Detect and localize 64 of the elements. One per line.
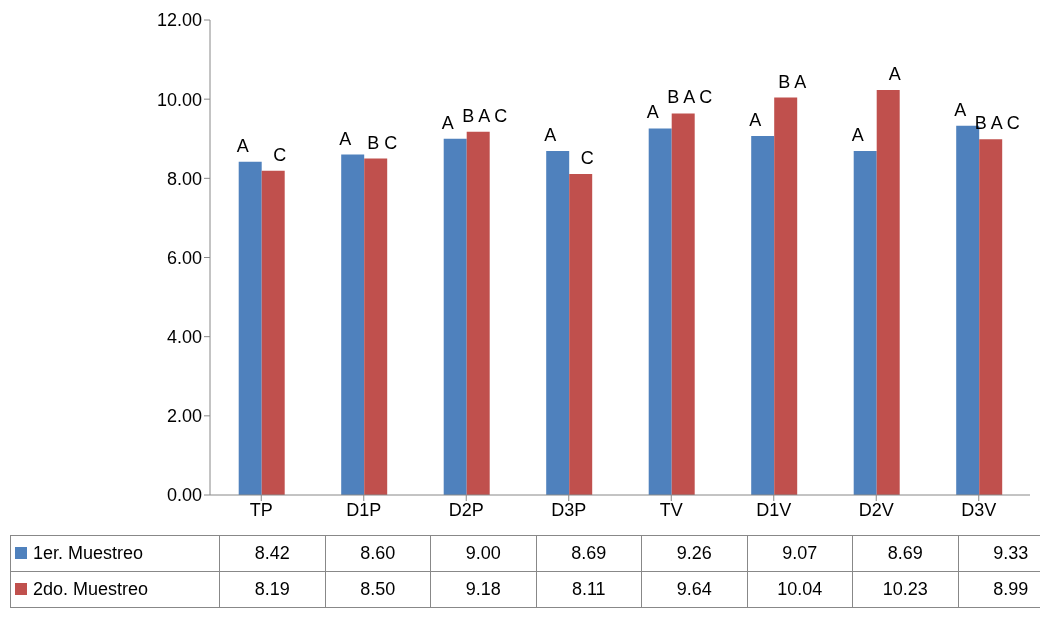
data-label: 9.07 (747, 535, 853, 572)
bar (751, 135, 775, 495)
bar (569, 173, 593, 495)
x-tick-label: D3P (551, 499, 587, 520)
annotation: A (339, 128, 352, 149)
bar (546, 151, 570, 495)
data-label: 8.11 (536, 571, 642, 608)
annotation: B C (367, 132, 398, 153)
x-tick-label: D3V (961, 499, 997, 520)
bar (853, 151, 877, 495)
x-tick-label: D2P (448, 499, 484, 520)
y-tick-label: 10.00 (156, 89, 202, 110)
bar (774, 97, 798, 495)
data-label: 10.23 (852, 571, 958, 608)
data-label: 8.99 (958, 571, 1040, 608)
annotation: A (888, 64, 901, 85)
bar (238, 161, 262, 495)
data-label: 8.19 (219, 571, 325, 608)
data-label: 9.26 (641, 535, 747, 572)
annotation: A (851, 125, 864, 146)
annotation: A (749, 109, 762, 130)
annotation: C (273, 144, 287, 165)
bar (648, 128, 672, 495)
x-tick-label: D2V (858, 499, 894, 520)
annotation: A (441, 112, 454, 133)
data-label: 8.60 (325, 535, 431, 572)
data-label: 8.69 (536, 535, 642, 572)
bar (364, 158, 388, 495)
legend-label: 2do. Muestreo (10, 571, 220, 608)
bar (466, 131, 490, 495)
data-label: 9.33 (958, 535, 1040, 572)
annotation: A (236, 135, 249, 156)
legend-label: 1er. Muestreo (10, 535, 220, 572)
x-tick-label: D1P (346, 499, 382, 520)
annotation: A (954, 99, 967, 120)
data-label: 8.42 (219, 535, 325, 572)
y-tick-label: 2.00 (166, 406, 202, 427)
y-tick-label: 8.00 (166, 168, 202, 189)
bar (443, 138, 467, 495)
data-label: 8.69 (852, 535, 958, 572)
y-tick-label: 12.00 (156, 10, 202, 31)
data-label: 9.00 (430, 535, 536, 572)
annotation: C (580, 147, 594, 168)
y-tick-label: 6.00 (166, 247, 202, 268)
annotation: A (544, 125, 557, 146)
data-label: 8.50 (325, 571, 431, 608)
annotation: B A C (974, 113, 1020, 134)
bar (876, 90, 900, 495)
x-tick-label: D1V (756, 499, 792, 520)
annotation: B A (778, 71, 807, 92)
bar (979, 139, 1003, 495)
bar (261, 170, 285, 495)
x-tick-label: TP (249, 499, 273, 520)
data-label: 10.04 (747, 571, 853, 608)
data-label: 9.64 (641, 571, 747, 608)
y-tick-label: 0.00 (166, 485, 202, 506)
y-tick-label: 4.00 (166, 327, 202, 348)
data-label: 9.18 (430, 571, 536, 608)
annotation: A (646, 102, 659, 123)
bar (671, 113, 695, 495)
annotation: B A C (667, 87, 713, 108)
annotation: B A C (462, 105, 508, 126)
x-tick-label: TV (659, 499, 683, 520)
bar (341, 154, 365, 495)
